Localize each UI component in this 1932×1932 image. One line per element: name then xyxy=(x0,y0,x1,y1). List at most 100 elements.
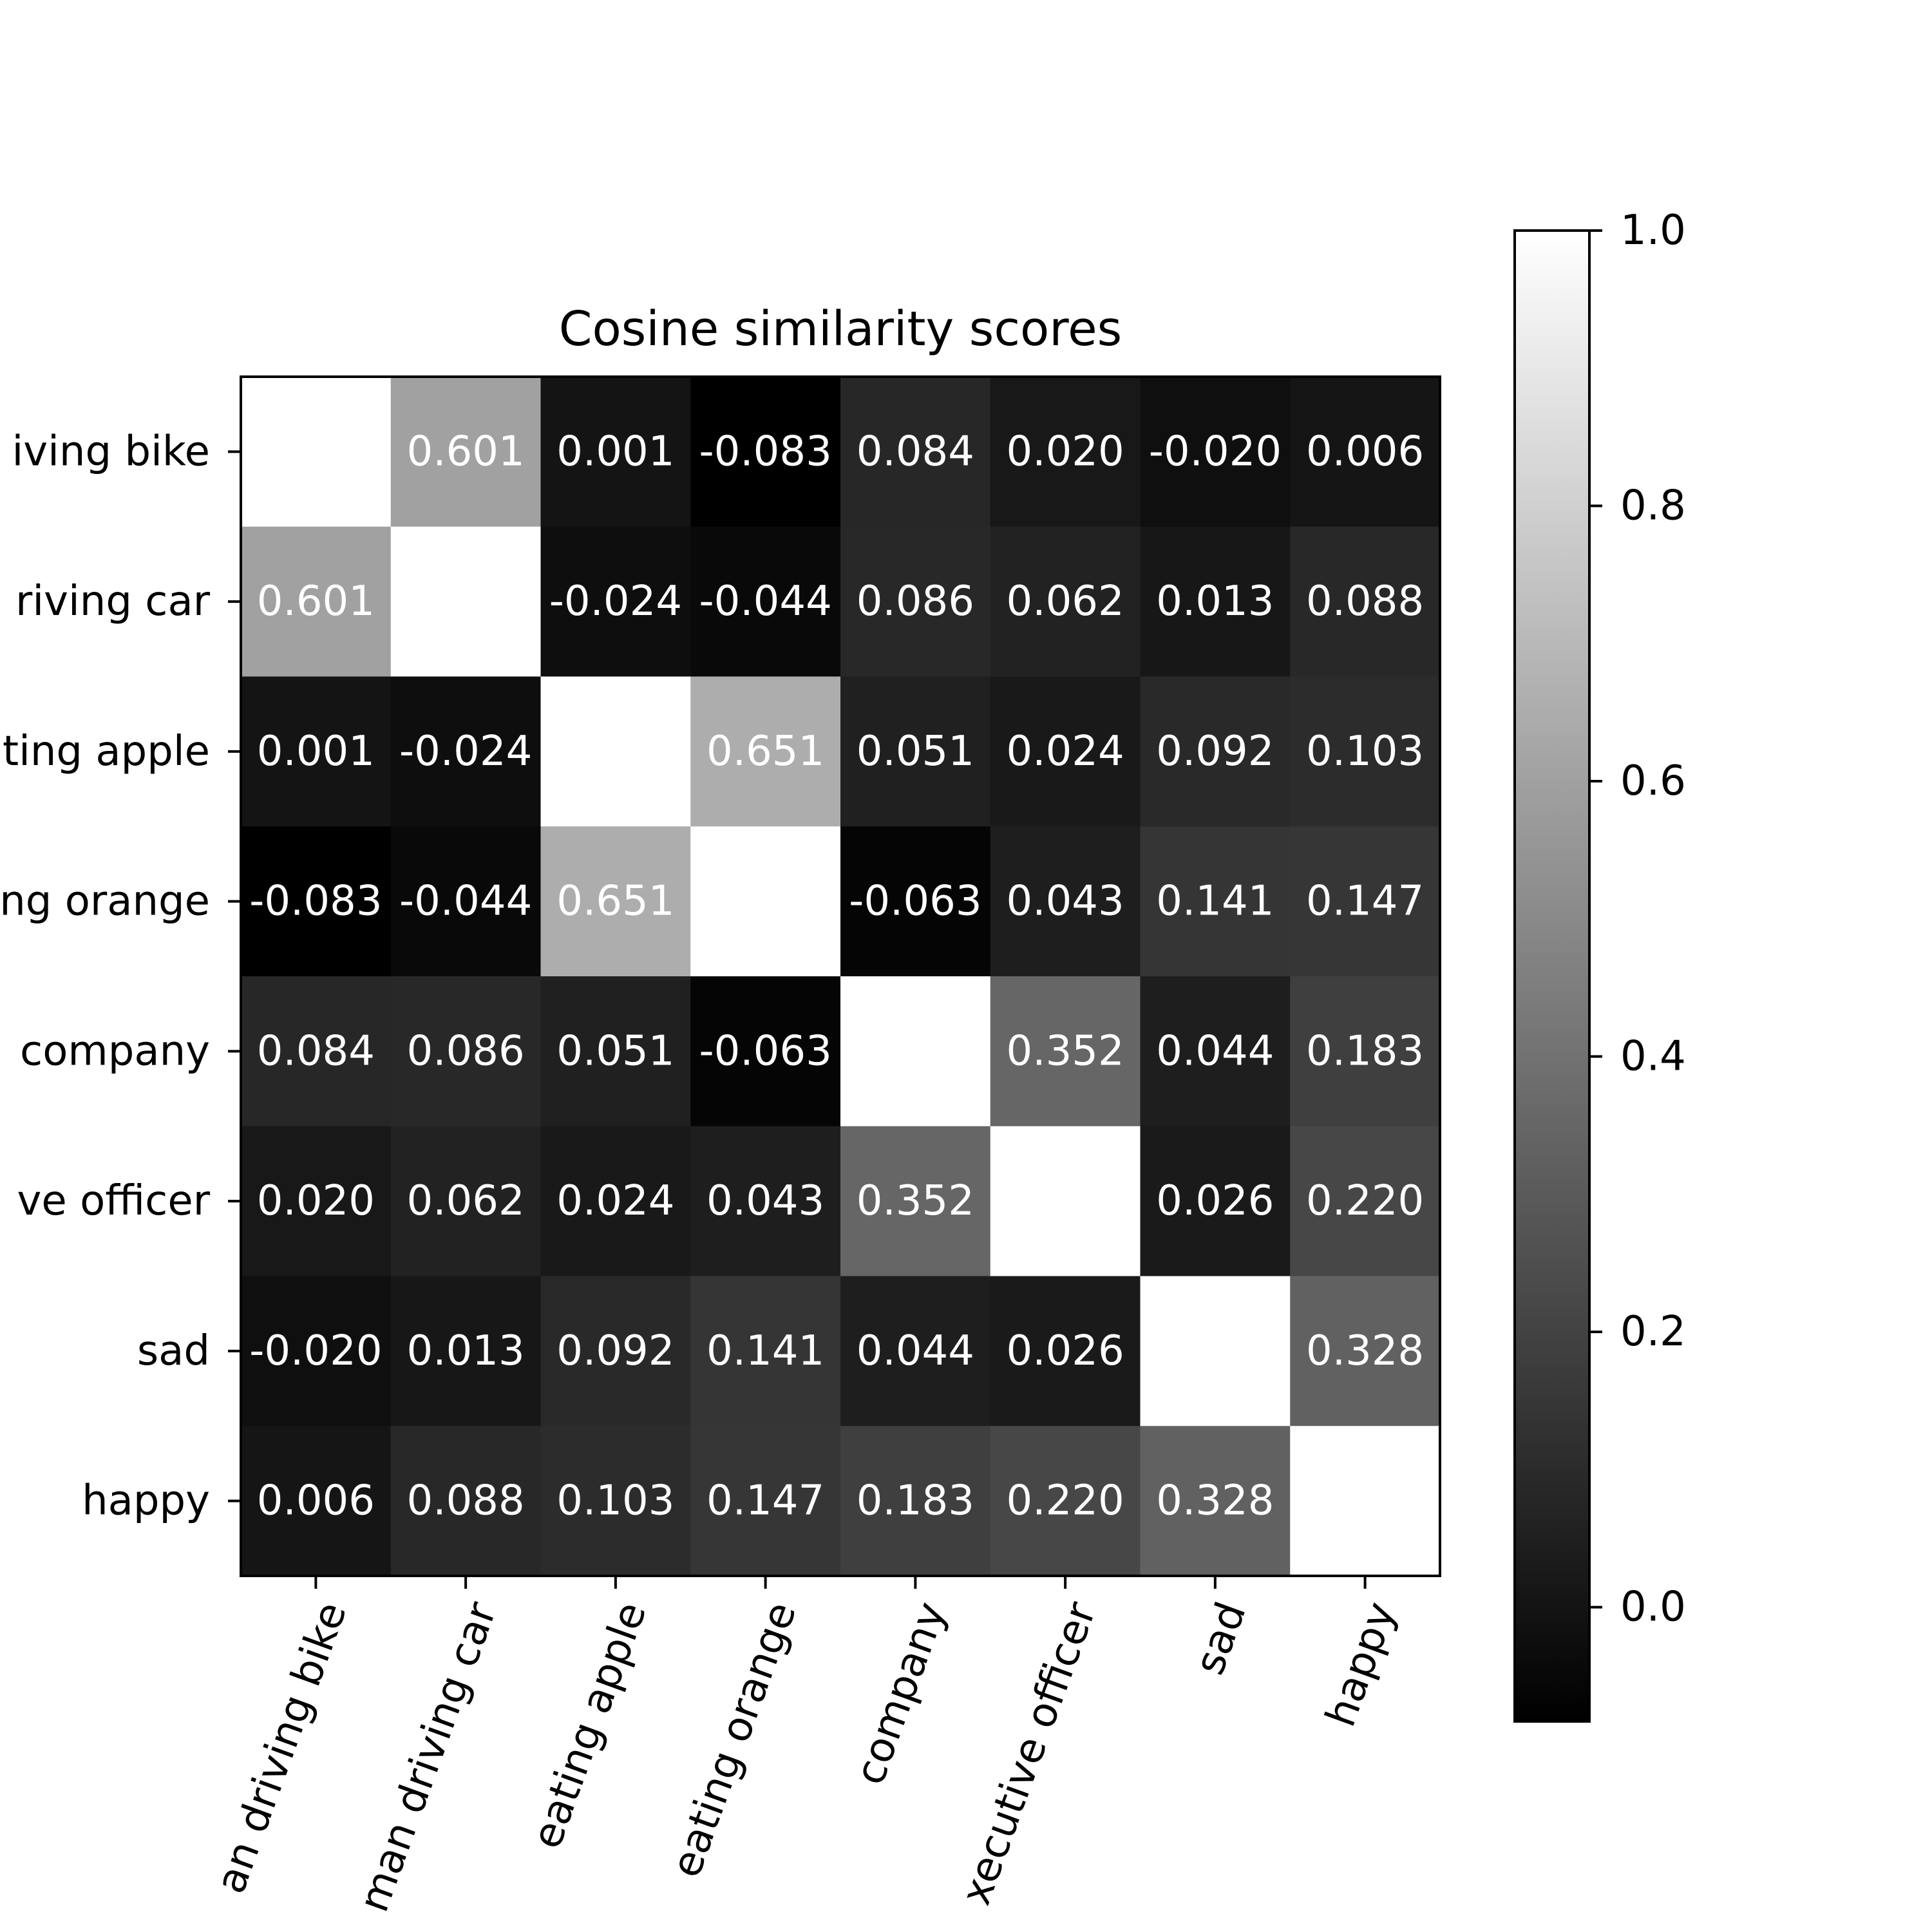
colorbar-axis: 0.0 0.2 0.4 0.6 0.8 1.0 xyxy=(1589,207,1686,1631)
heatmap-cell xyxy=(1140,1426,1291,1577)
cell-value-label: 0.006 xyxy=(1306,428,1424,475)
cell-value-label: 0.651 xyxy=(706,728,824,775)
colorbar-tick-label: 0.6 xyxy=(1620,757,1686,805)
x-tick-label: an driving bike xyxy=(207,1596,356,1899)
cell-value-label: 0.084 xyxy=(257,1027,375,1075)
cell-value-label: 0.044 xyxy=(857,1327,974,1375)
cell-value-label: 0.601 xyxy=(257,578,375,625)
cell-value-label: 0.024 xyxy=(1007,728,1124,775)
heatmap-cell xyxy=(540,377,691,527)
cell-value-label: 0.062 xyxy=(407,1177,525,1225)
cell-value-label: 0.043 xyxy=(1007,878,1124,925)
heatmap-cell xyxy=(1290,377,1441,527)
heatmap-cells xyxy=(241,377,1441,1577)
cell-value-label: -0.044 xyxy=(399,878,532,925)
heatmap-cell xyxy=(690,826,841,977)
heatmap-cell xyxy=(1290,1426,1441,1577)
heatmap-cell xyxy=(390,826,541,977)
plot-frame xyxy=(240,375,1441,1577)
heatmap-cell xyxy=(241,1126,392,1276)
heatmap-cell xyxy=(1290,976,1441,1127)
heatmap-cell xyxy=(241,1426,392,1577)
colorbar xyxy=(1513,229,1591,1723)
heatmap-cell xyxy=(1140,1126,1291,1276)
cell-value-label: 0.352 xyxy=(1007,1027,1124,1075)
heatmap-cell xyxy=(241,377,392,527)
heatmap-cell xyxy=(390,976,541,1127)
x-tick-label: eating orange xyxy=(663,1596,806,1884)
cell-value-label: -0.020 xyxy=(1149,428,1282,475)
cell-value-label: 0.088 xyxy=(407,1477,525,1525)
x-tick-label: xecutive officer xyxy=(952,1596,1106,1911)
x-tick-label: sad xyxy=(1186,1596,1255,1681)
heatmap-cell xyxy=(540,526,691,677)
heatmap-cell xyxy=(990,976,1141,1127)
heatmap-cell xyxy=(241,526,392,677)
heatmap-cell xyxy=(540,1276,691,1426)
heatmap-cell xyxy=(540,826,691,977)
colorbar-tick-label: 0.2 xyxy=(1620,1308,1686,1356)
y-tick-label: ve officer xyxy=(17,1177,211,1225)
heatmap-cell xyxy=(840,377,991,527)
chart-title: Cosine similarity scores xyxy=(559,301,1122,357)
heatmap-cell xyxy=(390,676,541,827)
cell-value-label: 0.024 xyxy=(556,1177,674,1225)
heatmap-cell xyxy=(540,1126,691,1276)
heatmap-cell xyxy=(390,1276,541,1426)
heatmap-cell xyxy=(840,1276,991,1426)
heatmap-cell xyxy=(1290,826,1441,977)
heatmap-cell xyxy=(1140,826,1291,977)
colorbar-tick-label: 0.4 xyxy=(1620,1033,1686,1081)
cell-value-label: 0.147 xyxy=(706,1477,824,1525)
cell-value-label: 0.084 xyxy=(857,428,974,475)
cell-value-label: -0.020 xyxy=(249,1327,382,1375)
y-tick-label: sad xyxy=(137,1327,210,1375)
heatmap-cell xyxy=(241,826,392,977)
cell-value-label: 0.328 xyxy=(1306,1327,1424,1375)
heatmap-cell xyxy=(390,526,541,677)
cell-value-label: 0.220 xyxy=(1306,1177,1424,1225)
cell-value-label: -0.024 xyxy=(549,578,682,625)
cell-value-label: -0.083 xyxy=(699,428,831,475)
heatmap-cell xyxy=(1140,1276,1291,1426)
cell-value-label: -0.083 xyxy=(249,878,382,925)
cell-value-label: 0.103 xyxy=(1306,728,1424,775)
cell-value-label: 0.026 xyxy=(1156,1177,1274,1225)
cell-value-label: 0.601 xyxy=(407,428,525,475)
cell-value-label: 0.141 xyxy=(706,1327,824,1375)
cell-value-label: 0.352 xyxy=(857,1177,974,1225)
heatmap-cell xyxy=(1290,676,1441,827)
cell-value-label: 0.013 xyxy=(407,1327,525,1375)
cell-value-label: 0.001 xyxy=(257,728,375,775)
cell-value-label: 0.183 xyxy=(1306,1027,1424,1075)
cell-value-label: 0.062 xyxy=(1007,578,1124,625)
cell-value-label: 0.147 xyxy=(1306,878,1424,925)
heatmap-cell xyxy=(1290,1276,1441,1426)
cell-value-label: 0.051 xyxy=(857,728,974,775)
colorbar-tick-label: 0.0 xyxy=(1620,1584,1686,1631)
y-tick-label: iving bike xyxy=(12,428,210,475)
cell-value-label: 0.092 xyxy=(1156,728,1274,775)
heatmap-cell xyxy=(690,676,841,827)
heatmap-cell xyxy=(840,826,991,977)
cell-value-label: 0.020 xyxy=(257,1177,375,1225)
cell-value-label: 0.020 xyxy=(1007,428,1124,475)
cell-value-label: 0.141 xyxy=(1156,878,1274,925)
heatmap-cell xyxy=(241,976,392,1127)
cell-value-label: 0.328 xyxy=(1156,1477,1274,1525)
heatmap-cell xyxy=(241,1276,392,1426)
heatmap-cell xyxy=(390,1426,541,1577)
heatmap-cell xyxy=(540,976,691,1127)
heatmap-cell xyxy=(990,1426,1141,1577)
heatmap-cell xyxy=(990,526,1141,677)
heatmap-cell xyxy=(1140,676,1291,827)
cell-value-label: 0.092 xyxy=(556,1327,674,1375)
heatmap-cell xyxy=(690,526,841,677)
cell-value-label: 0.103 xyxy=(556,1477,674,1525)
x-tick-label: company xyxy=(846,1596,956,1790)
heatmap-cell xyxy=(840,1426,991,1577)
heatmap-cell xyxy=(990,377,1141,527)
cell-value-label: 0.006 xyxy=(257,1477,375,1525)
cell-value-label: 0.220 xyxy=(1007,1477,1124,1525)
cell-value-label: 0.086 xyxy=(857,578,974,625)
